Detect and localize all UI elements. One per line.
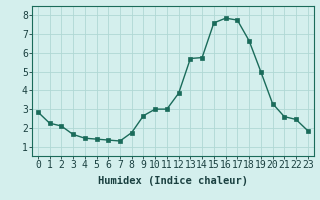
X-axis label: Humidex (Indice chaleur): Humidex (Indice chaleur) [98, 176, 248, 186]
